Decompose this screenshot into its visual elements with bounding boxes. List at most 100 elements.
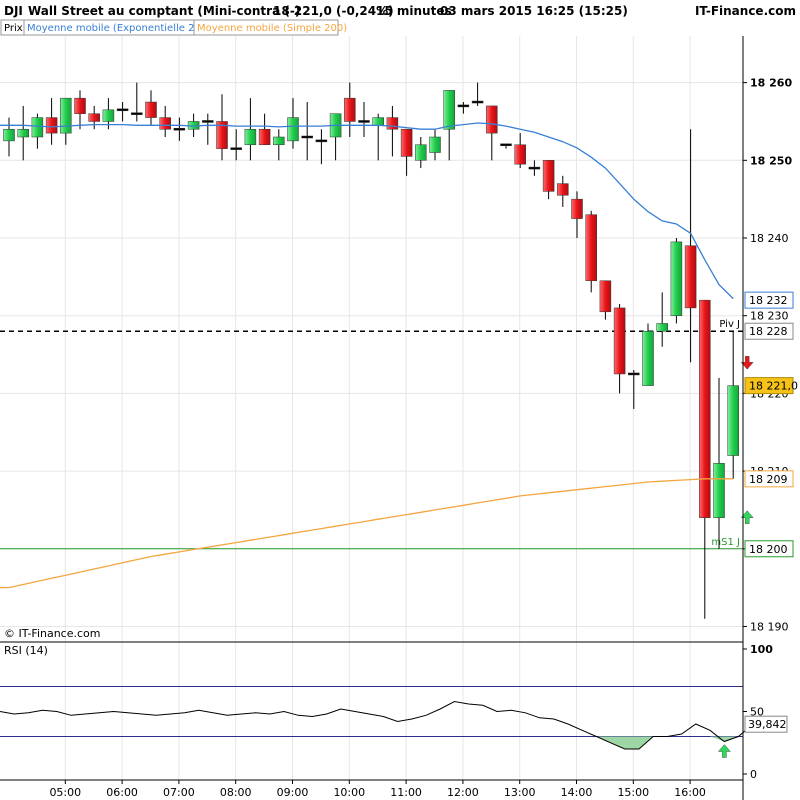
candle xyxy=(727,331,739,479)
header-bar xyxy=(0,0,800,20)
y-tick-label: 18 250 xyxy=(750,154,792,167)
candle xyxy=(557,175,569,207)
candle xyxy=(514,133,526,169)
candle xyxy=(358,102,370,137)
candle-body xyxy=(400,128,413,157)
sell-arrow-icon xyxy=(740,356,754,370)
candle xyxy=(642,323,654,386)
candle-body xyxy=(642,330,654,386)
sma-badge-label: 18 209 xyxy=(749,473,788,486)
candle xyxy=(471,82,484,106)
candle-body xyxy=(457,104,470,108)
candles xyxy=(3,82,739,619)
candle-body xyxy=(60,97,72,134)
candle xyxy=(457,102,470,114)
candle xyxy=(585,210,597,293)
candle-body xyxy=(571,198,583,219)
candle xyxy=(684,129,697,363)
candle-body xyxy=(599,280,612,313)
last-price-badge xyxy=(744,377,794,395)
rsi-y-tick-label: 100 xyxy=(750,643,773,656)
candle-body xyxy=(230,147,242,150)
x-tick-label: 13:00 xyxy=(504,786,536,799)
candle-body xyxy=(699,299,711,518)
ema-badge xyxy=(744,291,794,309)
candle-body xyxy=(727,385,739,456)
pivot-badge xyxy=(744,322,794,340)
candle-body xyxy=(471,100,484,104)
candle xyxy=(429,129,441,161)
candle-body xyxy=(358,120,370,123)
y-tick-label: 18 260 xyxy=(750,77,792,90)
candle xyxy=(713,377,725,549)
candle xyxy=(344,82,356,137)
candle-body xyxy=(429,136,441,153)
header-last: 18 221,0 (-0,24%) xyxy=(273,4,394,18)
x-tick-label: 15:00 xyxy=(617,786,649,799)
candle xyxy=(301,102,313,161)
candle xyxy=(699,299,711,619)
price-grid xyxy=(0,36,743,642)
legend-ema: Moyenne mobile (Exponentielle 20) xyxy=(27,23,205,34)
candle xyxy=(599,280,612,320)
candle-body xyxy=(628,372,640,376)
candle-body xyxy=(386,117,399,130)
candle-body xyxy=(528,166,541,170)
candle xyxy=(613,304,626,394)
x-tick-label: 06:00 xyxy=(106,786,138,799)
pivot-label: Piv J xyxy=(719,319,740,330)
header-symbol: DJI xyxy=(4,4,23,18)
header-brand[interactable]: IT-Finance.com xyxy=(695,4,796,18)
candle-body xyxy=(173,127,186,131)
candle-body xyxy=(273,136,285,146)
candle-body xyxy=(287,117,299,142)
candle-body xyxy=(31,117,44,138)
rsi-title: RSI (14) xyxy=(4,644,48,657)
x-tick-label: 08:00 xyxy=(220,786,252,799)
candle xyxy=(571,191,583,238)
candle-body xyxy=(372,117,384,126)
candle-body xyxy=(3,128,15,142)
x-tick-label: 07:00 xyxy=(163,786,195,799)
buy-arrow-icon xyxy=(740,510,754,524)
candle xyxy=(244,98,257,161)
candle-body xyxy=(684,245,697,309)
candle-body xyxy=(415,144,427,161)
candle xyxy=(230,129,242,161)
ema-line xyxy=(0,122,734,300)
candle-body xyxy=(500,143,512,147)
candle-body xyxy=(301,135,313,139)
candle xyxy=(216,94,228,161)
candle xyxy=(45,98,58,145)
rsi-last-badge xyxy=(744,715,788,733)
candle-body xyxy=(670,241,683,316)
candle-body xyxy=(557,183,569,196)
candle xyxy=(159,105,171,137)
sma-line xyxy=(0,478,734,589)
level-lines: Piv J mS1 J xyxy=(0,319,743,550)
candle xyxy=(287,98,299,149)
rsi-grid xyxy=(0,643,743,780)
candle xyxy=(116,102,129,122)
candle-body xyxy=(443,90,455,130)
legend-sma-box[interactable] xyxy=(193,19,339,36)
last-price-badge-label: 18 221,0 xyxy=(749,380,798,393)
candle-body xyxy=(344,97,356,122)
candle-body xyxy=(258,128,271,146)
candle-body xyxy=(159,117,171,130)
candle-body xyxy=(542,160,555,192)
y-tick-label: 18 240 xyxy=(750,232,789,245)
ema-badge-label: 18 232 xyxy=(749,294,788,307)
candle-body xyxy=(585,214,597,281)
candle xyxy=(173,117,186,141)
candle xyxy=(443,90,455,161)
candle-body xyxy=(74,97,86,114)
candle-body xyxy=(315,139,328,143)
candle xyxy=(486,105,498,161)
header-datetime: 03 mars 2015 16:25 (15:25) xyxy=(440,4,628,18)
legend-price: Prix xyxy=(4,23,23,34)
candle-body xyxy=(613,307,626,375)
candle-body xyxy=(713,463,725,518)
candle-body xyxy=(656,323,668,332)
legend-sma: Moyenne mobile (Simple 200) xyxy=(197,23,347,34)
